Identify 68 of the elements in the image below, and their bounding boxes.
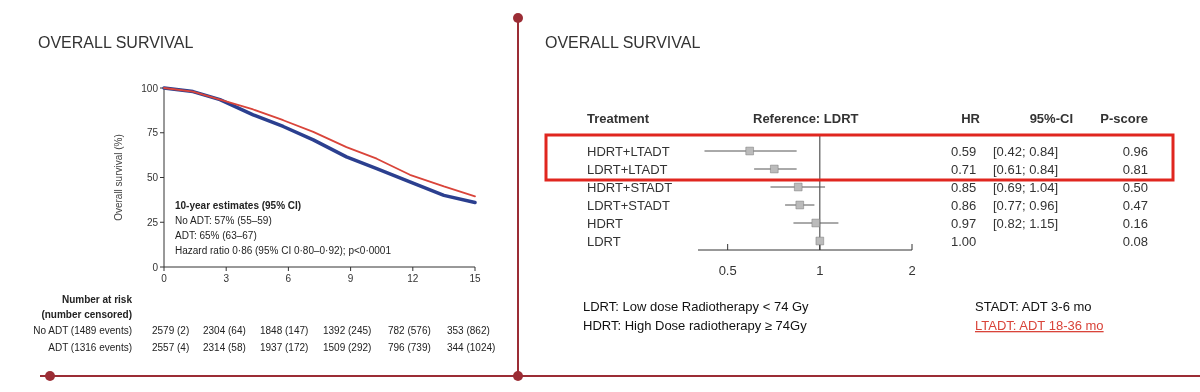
y-tick-label: 75	[146, 127, 159, 139]
annotation: Hazard ratio 0·86 (95% CI 0·80–0·92); p<0·0001	[175, 245, 392, 256]
text: HDRT: High Dose radiotherapy ≥ 74Gy	[583, 318, 808, 333]
text: 353 (862)	[447, 325, 490, 336]
text: No ADT (1489 events)	[33, 325, 132, 336]
y-axis-title: Overall survival (%)	[113, 134, 124, 221]
x-tick-label: 6	[285, 273, 292, 284]
y-tick-label: HDRT+LTADT	[587, 143, 670, 159]
text: 0.81	[1122, 161, 1148, 177]
chart-title: OVERALL SURVIVAL	[38, 34, 194, 51]
y-tick-label: 50	[146, 172, 159, 183]
y-tick-label: HDRT+STADT	[587, 179, 673, 195]
text: [0.61; 0.84]	[993, 161, 1059, 177]
data-label: 0.71	[951, 161, 977, 177]
text: [0.82; 1.15]	[993, 215, 1059, 231]
text: HR	[961, 111, 981, 126]
text: 2304 (64)	[203, 325, 246, 336]
y-tick-label: LDRT+LTADT	[587, 161, 668, 177]
text: 2579 (2)	[152, 325, 190, 336]
annotation: No ADT: 57% (55–59)	[175, 215, 272, 226]
text: Reference: LDRT	[753, 111, 859, 126]
text: 95%-CI	[1029, 111, 1073, 126]
text: Treatment	[587, 111, 650, 126]
text: STADT: ADT 3-6 mo	[975, 299, 1092, 314]
data-label: 0.86	[951, 197, 977, 213]
text: 796 (739)	[388, 342, 431, 353]
text: LTADT: ADT 18-36 mo	[975, 318, 1104, 333]
x-tick-label: 2	[908, 263, 916, 278]
text: 344 (1024)	[447, 342, 496, 353]
y-tick-label: LDRT	[587, 233, 621, 249]
text: 1392 (245)	[323, 325, 372, 336]
text: ADT (1316 events)	[48, 342, 132, 353]
chart-title: OVERALL SURVIVAL	[545, 34, 701, 51]
annotation: ADT: 65% (63–67)	[175, 230, 257, 241]
x-tick-label: 15	[469, 273, 481, 284]
text: 1848 (147)	[260, 325, 309, 336]
text: LDRT: Low dose Radiotherapy < 74 Gy	[583, 299, 810, 314]
y-tick-label: 100	[141, 82, 159, 94]
data-label: 1.00	[951, 233, 977, 249]
text: (number censored)	[41, 309, 132, 320]
text: 0.96	[1122, 143, 1148, 159]
text: 2557 (4)	[152, 342, 190, 353]
y-tick-label: 25	[146, 216, 159, 228]
annotation: 10-year estimates (95% CI)	[175, 200, 302, 211]
data-label: 0.59	[951, 143, 977, 159]
text: 0.50	[1122, 179, 1148, 195]
x-tick-label: 3	[223, 273, 230, 284]
x-tick-label: 0	[161, 273, 168, 284]
text: [0.77; 0.96]	[993, 197, 1059, 213]
y-tick-label: LDRT+STADT	[587, 197, 671, 213]
data-label: 0.85	[951, 179, 977, 195]
text: Number at risk	[61, 294, 133, 305]
text: 0.08	[1122, 233, 1148, 249]
x-tick-label: 9	[347, 273, 354, 284]
data-label: 0.97	[951, 215, 977, 231]
y-tick-label: HDRT	[587, 215, 623, 231]
x-tick-label: 1	[816, 263, 824, 278]
text: P-score	[1100, 111, 1148, 126]
text: 2314 (58)	[203, 342, 246, 353]
text: 782 (576)	[388, 325, 431, 336]
text: 0.16	[1122, 215, 1148, 231]
x-tick-label: 12	[407, 273, 419, 284]
text: [0.69; 1.04]	[993, 179, 1059, 195]
text: 1937 (172)	[260, 342, 309, 353]
text: [0.42; 0.84]	[993, 143, 1059, 159]
x-tick-label: 0.5	[718, 263, 737, 278]
text: 0.47	[1122, 197, 1148, 213]
text: 1509 (292)	[323, 342, 372, 353]
